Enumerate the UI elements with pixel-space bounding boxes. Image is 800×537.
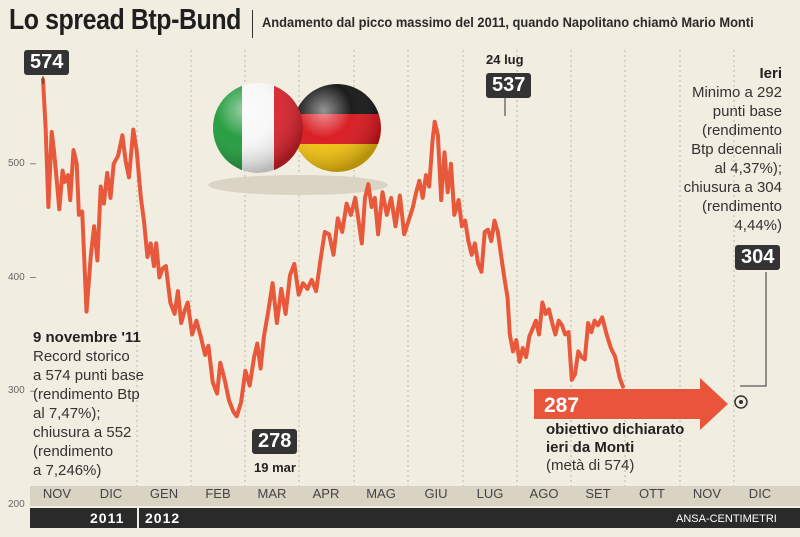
year-label-2012: 2012	[145, 510, 181, 526]
page-title: Lo spread Btp-Bund	[9, 4, 241, 36]
x-tick-label: GEN	[149, 486, 179, 501]
target-value: 287	[544, 394, 580, 417]
spread-line	[41, 77, 625, 419]
x-tick-label: NOV	[692, 486, 722, 501]
page-subtitle: Andamento dal picco massimo del 2011, qu…	[262, 14, 754, 30]
y-tick-label: 400	[8, 271, 25, 283]
x-tick-label: APR	[312, 486, 340, 501]
peak-value-tag: 574	[24, 50, 70, 75]
x-tick-label: AGO	[529, 486, 559, 501]
low-value-tag: 278	[252, 429, 298, 454]
y-tick-label: 200	[8, 499, 25, 510]
current-note-title: Ieri	[759, 65, 782, 82]
july-date-label: 24 lug	[486, 52, 524, 67]
x-tick-label: FEB	[205, 486, 231, 501]
current-value-tag: 304	[735, 245, 781, 270]
target-arrow	[534, 378, 728, 430]
current-note: Ieri Minimo a 292 punti base (rendimento…	[683, 65, 782, 234]
low-date-label: 19 mar	[254, 460, 296, 475]
x-tick-label: DIC	[99, 486, 123, 501]
x-tick-label: DIC	[748, 486, 772, 501]
x-tick-label: MAR	[257, 486, 287, 501]
peak-note-title: 9 novembre '11	[33, 329, 141, 346]
title-divider	[252, 10, 253, 38]
year-bar-2012	[139, 508, 800, 528]
x-tick-label: OTT	[639, 486, 665, 501]
italian-flag-icon	[213, 83, 303, 173]
july-value-tag: 537	[486, 73, 532, 98]
year-bar-2011	[30, 508, 137, 528]
y-tick-label: 500	[8, 157, 25, 169]
peak-note: 9 novembre '11 Record storico a 574 punt…	[33, 329, 144, 479]
flags-illustration	[208, 83, 388, 195]
x-tick-label: LUG	[476, 486, 504, 501]
german-flag-icon	[293, 84, 381, 172]
target-note: obiettivo dichiarato ieri da Monti (metà…	[546, 421, 685, 474]
x-tick-label: GIU	[424, 486, 448, 501]
source-credit: ANSA-CENTIMETRI	[676, 513, 777, 525]
x-tick-label: SET	[585, 486, 611, 501]
x-tick-label: NOV	[42, 486, 72, 501]
y-tick-label: 300	[8, 385, 25, 397]
x-tick-label: MAG	[366, 486, 396, 501]
year-label-2011: 2011	[90, 510, 125, 526]
